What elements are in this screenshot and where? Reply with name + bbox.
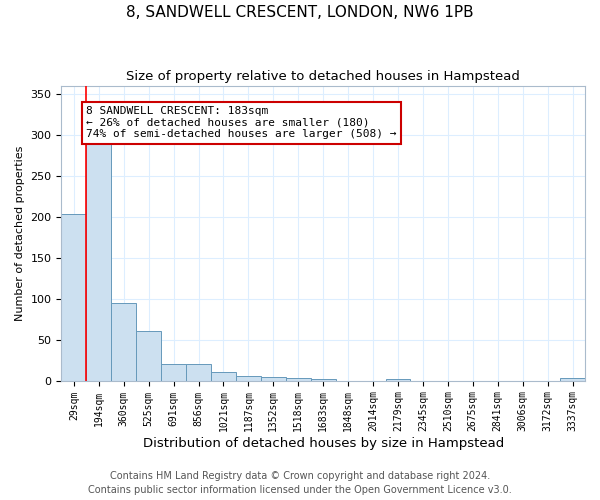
Bar [211, 372, 236, 380]
Y-axis label: Number of detached properties: Number of detached properties [15, 146, 25, 321]
Bar [61, 214, 86, 380]
Text: 8, SANDWELL CRESCENT, LONDON, NW6 1PB: 8, SANDWELL CRESCENT, LONDON, NW6 1PB [126, 5, 474, 20]
X-axis label: Distribution of detached houses by size in Hampstead: Distribution of detached houses by size … [143, 437, 504, 450]
Title: Size of property relative to detached houses in Hampstead: Size of property relative to detached ho… [126, 70, 520, 83]
Text: 8 SANDWELL CRESCENT: 183sqm
← 26% of detached houses are smaller (180)
74% of se: 8 SANDWELL CRESCENT: 183sqm ← 26% of det… [86, 106, 397, 139]
Bar [560, 378, 585, 380]
Bar [261, 378, 286, 380]
Bar [236, 376, 261, 380]
Bar [186, 364, 211, 380]
Text: Contains HM Land Registry data © Crown copyright and database right 2024.
Contai: Contains HM Land Registry data © Crown c… [88, 471, 512, 495]
Bar [136, 332, 161, 380]
Bar [111, 302, 136, 380]
Bar [311, 379, 335, 380]
Bar [386, 379, 410, 380]
Bar [286, 378, 311, 380]
Bar [86, 143, 111, 380]
Bar [161, 364, 186, 380]
